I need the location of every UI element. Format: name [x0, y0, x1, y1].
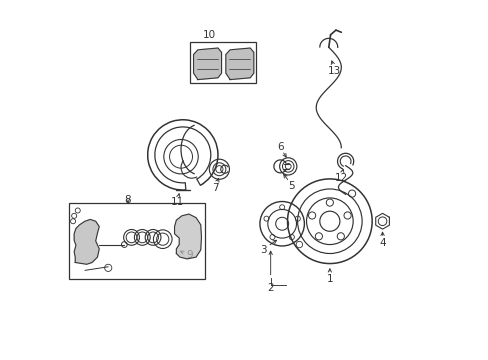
Text: 1: 1	[326, 274, 332, 284]
Polygon shape	[225, 48, 253, 80]
Text: 8: 8	[124, 195, 131, 205]
Text: 5: 5	[288, 181, 295, 192]
Text: 7: 7	[212, 183, 219, 193]
Bar	[190, 42, 256, 83]
Text: 11: 11	[170, 197, 183, 207]
Text: 12: 12	[334, 173, 347, 183]
Polygon shape	[74, 220, 99, 264]
Text: 3: 3	[259, 245, 266, 255]
Text: 2: 2	[267, 283, 273, 293]
Polygon shape	[174, 214, 201, 259]
Text: 4: 4	[379, 238, 385, 248]
Polygon shape	[193, 48, 221, 80]
Text: 13: 13	[327, 66, 341, 76]
Bar	[69, 203, 204, 279]
Text: 9: 9	[186, 250, 193, 260]
Text: 10: 10	[203, 31, 216, 40]
Text: 6: 6	[277, 142, 283, 152]
